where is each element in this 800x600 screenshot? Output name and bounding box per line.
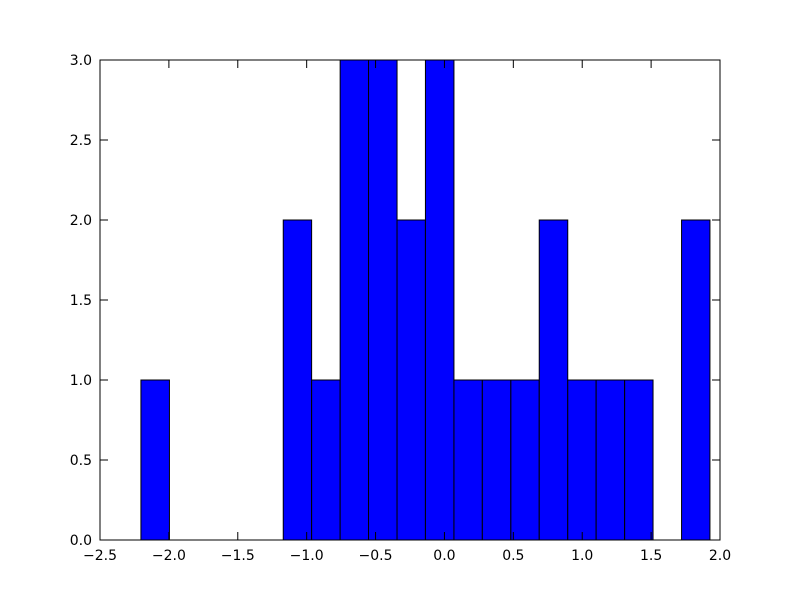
bar — [311, 379, 341, 541]
x-tick-label: −1.0 — [290, 548, 324, 564]
bar — [396, 219, 426, 541]
bar — [510, 379, 540, 541]
y-tick-label: 3.0 — [70, 53, 92, 69]
x-tick-label: −2.5 — [83, 548, 117, 564]
y-tick-label: 2.5 — [70, 133, 92, 149]
y-tick-label: 2.0 — [70, 213, 92, 229]
bar — [681, 219, 711, 541]
bar — [538, 219, 569, 541]
x-tick-label: 1.0 — [571, 548, 593, 564]
y-tick-label: 0.5 — [70, 453, 92, 469]
x-tick-label: 1.5 — [640, 548, 662, 564]
y-tick-label: 0.0 — [70, 533, 92, 549]
x-tick-label: −2.0 — [152, 548, 186, 564]
bar — [368, 59, 398, 541]
y-tick-label: 1.5 — [70, 293, 92, 309]
bar — [567, 379, 597, 541]
bar — [624, 379, 654, 541]
x-tick-label: 2.0 — [709, 548, 731, 564]
bar — [424, 59, 455, 541]
bar — [339, 59, 370, 541]
y-tick-label: 1.0 — [70, 373, 92, 389]
x-tick-label: −0.5 — [359, 548, 393, 564]
x-tick-label: −1.5 — [221, 548, 255, 564]
bar — [140, 379, 170, 541]
bar — [481, 379, 512, 541]
x-tick-label: 0.0 — [433, 548, 455, 564]
bar — [453, 379, 483, 541]
bar — [282, 219, 313, 541]
bar — [595, 379, 626, 541]
x-tick-label: 0.5 — [502, 548, 524, 564]
